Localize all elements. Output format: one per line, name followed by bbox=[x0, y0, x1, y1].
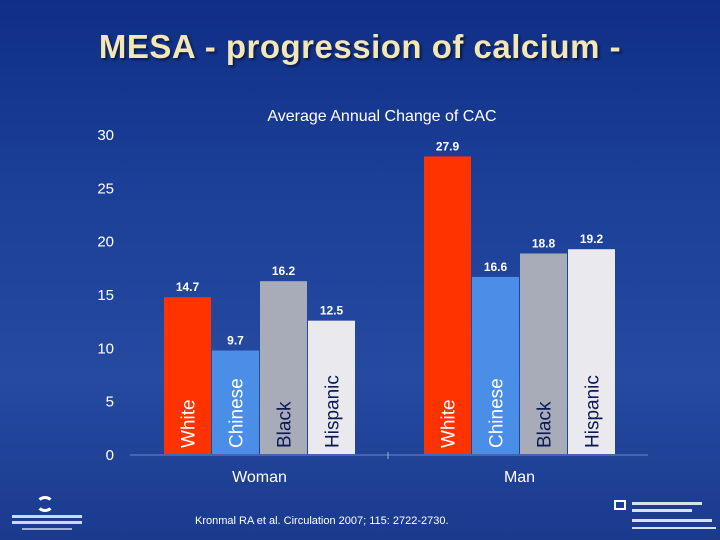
bar-black-man bbox=[520, 253, 567, 454]
series-label-black: Black bbox=[275, 401, 296, 448]
bar-chinese-woman bbox=[212, 350, 259, 454]
y-tick-label: 20 bbox=[97, 234, 114, 251]
data-label: 9.7 bbox=[227, 334, 244, 348]
citation: Kronmal RA et al. Circulation 2007; 115:… bbox=[195, 515, 449, 527]
bar-black-woman bbox=[260, 281, 307, 454]
foundation-logo bbox=[8, 496, 88, 538]
medical-center-logo bbox=[612, 500, 716, 538]
category-label-man: Man bbox=[504, 469, 535, 486]
chart-title: Average Annual Change of CAC bbox=[267, 108, 496, 125]
data-label: 16.6 bbox=[484, 260, 508, 274]
series-label-hispanic: Hispanic bbox=[583, 375, 604, 448]
data-label: 18.8 bbox=[532, 236, 556, 250]
data-label: 27.9 bbox=[436, 139, 460, 153]
y-tick-label: 30 bbox=[97, 127, 114, 144]
series-label-hispanic: Hispanic bbox=[323, 375, 344, 448]
bar-white-woman bbox=[164, 297, 211, 454]
y-tick-label: 10 bbox=[97, 340, 114, 357]
y-tick-label: 25 bbox=[97, 180, 114, 197]
bar-hispanic-woman bbox=[308, 320, 355, 454]
slide-title: MESA - progression of calcium - bbox=[98, 28, 622, 65]
series-label-white: White bbox=[179, 399, 200, 448]
category-label-woman: Woman bbox=[232, 469, 287, 486]
y-axis: 0 5 10 15 20 25 30 bbox=[97, 127, 114, 464]
series-label-chinese: Chinese bbox=[487, 378, 508, 448]
y-tick-label: 0 bbox=[106, 447, 114, 464]
swirl-icon bbox=[36, 496, 54, 512]
data-label: 19.2 bbox=[580, 232, 604, 246]
series-label-chinese: Chinese bbox=[227, 378, 248, 448]
bar-white-man bbox=[424, 156, 471, 454]
bars-group: 14.7 White 9.7 Chinese 16.2 Black 12.5 Hispanic… bbox=[164, 139, 615, 454]
y-tick-label: 5 bbox=[106, 394, 114, 411]
data-label: 12.5 bbox=[320, 304, 344, 318]
data-label: 14.7 bbox=[176, 280, 200, 294]
x-axis: Woman Man bbox=[130, 452, 648, 486]
bar-chinese-man bbox=[472, 276, 519, 454]
crown-icon bbox=[614, 500, 626, 510]
y-tick-label: 15 bbox=[97, 287, 114, 304]
series-label-white: White bbox=[439, 399, 460, 448]
series-label-black: Black bbox=[535, 401, 556, 448]
bar-hispanic-man bbox=[568, 249, 615, 454]
data-label: 16.2 bbox=[272, 264, 296, 278]
